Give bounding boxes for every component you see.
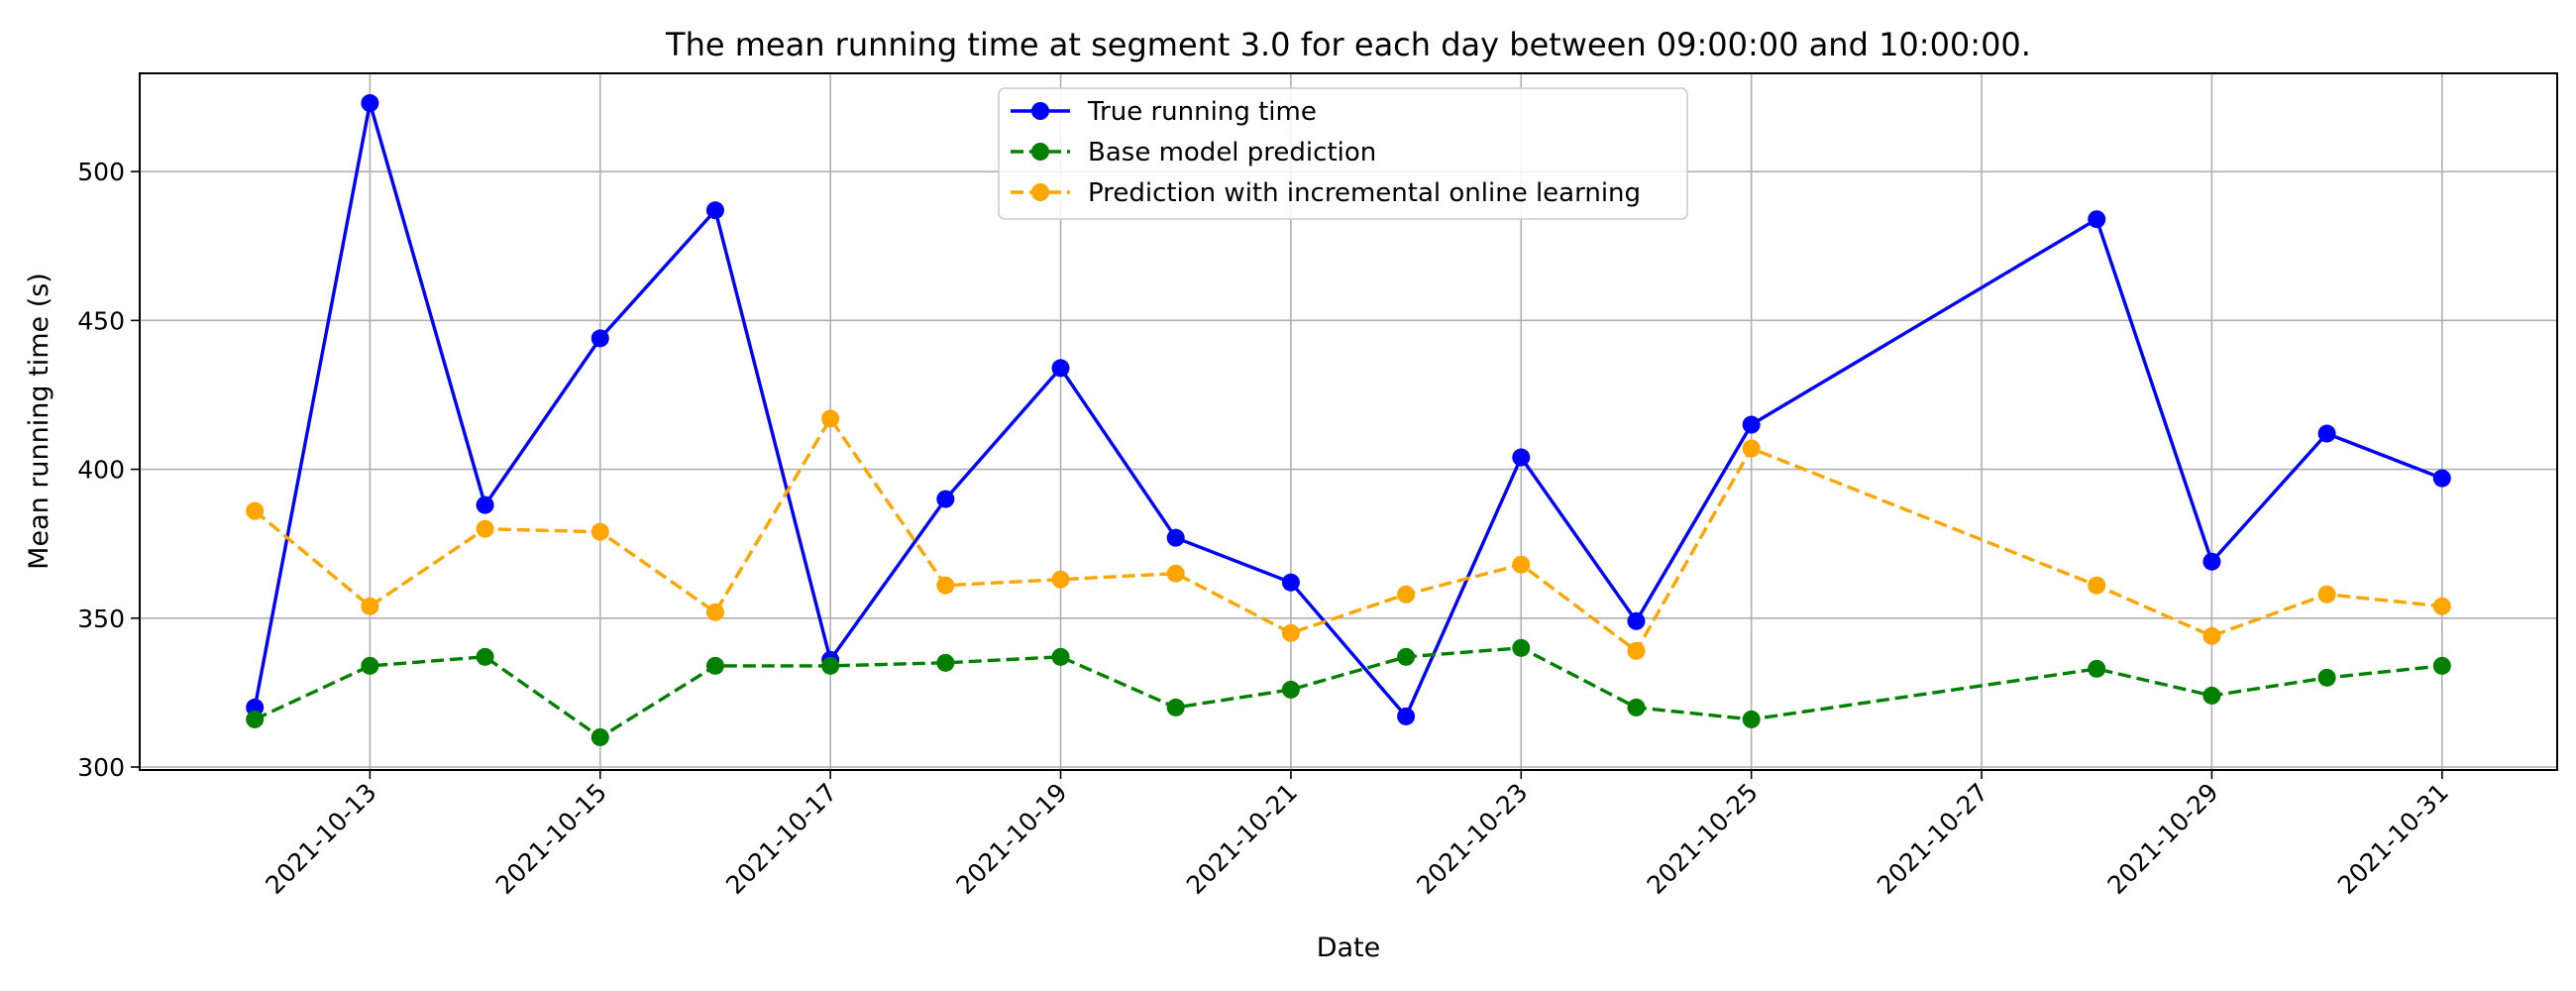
data-point (1281, 623, 1300, 642)
y-tick-label: 400 (77, 456, 125, 485)
data-point (361, 656, 379, 675)
data-point (246, 501, 265, 520)
data-point (1051, 359, 1070, 378)
legend-entry: Base model prediction (1011, 138, 1376, 167)
legend-box (998, 87, 1688, 220)
data-point (2317, 424, 2336, 443)
series-layer (246, 94, 2451, 746)
data-point (1397, 707, 1416, 725)
legend-marker (1031, 143, 1049, 161)
data-point (936, 490, 955, 508)
plot-frame (139, 72, 2558, 771)
data-point (1166, 528, 1185, 547)
chart-title: The mean running time at segment 3.0 for… (665, 26, 2031, 63)
legend-marker (1031, 183, 1049, 201)
data-point (2202, 552, 2221, 571)
data-point (2088, 210, 2106, 229)
data-point (1627, 641, 1646, 660)
legend: True running time Base model prediction Pr… (998, 87, 1688, 220)
legend-marker (1031, 102, 1049, 120)
data-point (1281, 573, 1300, 592)
data-point (476, 496, 494, 514)
data-point (2432, 469, 2451, 488)
data-point (1051, 570, 1070, 589)
data-point (705, 201, 724, 220)
legend-label: Prediction with incremental online learn… (1088, 178, 1641, 208)
data-point (705, 603, 724, 621)
y-axis-label: Mean running time (s) (24, 273, 54, 570)
data-point (1742, 415, 1761, 434)
data-point (246, 710, 265, 728)
data-point (2202, 626, 2221, 645)
data-point (1281, 680, 1300, 699)
data-point (1742, 710, 1761, 728)
data-point (590, 329, 609, 348)
data-point (1742, 439, 1761, 458)
x-axis-label: Date (1317, 933, 1381, 963)
legend-label: True running time (1087, 97, 1317, 127)
data-point (2202, 686, 2221, 705)
data-point (2317, 668, 2336, 687)
data-point (936, 653, 955, 672)
data-point (1512, 555, 1531, 574)
data-point (476, 647, 494, 666)
data-point (2432, 656, 2451, 675)
series-line (253, 101, 2443, 718)
data-point (1166, 698, 1185, 716)
series-line (254, 646, 2442, 739)
data-point (2088, 576, 2106, 595)
data-point (821, 409, 840, 428)
data-point (361, 597, 379, 615)
series-line (254, 416, 2442, 653)
data-point (590, 727, 609, 746)
data-point (1512, 638, 1531, 657)
data-point (1397, 647, 1416, 666)
data-point (590, 522, 609, 541)
data-point (2432, 597, 2451, 615)
data-point (1166, 564, 1185, 583)
y-tick-label: 500 (77, 158, 125, 186)
data-point (705, 656, 724, 675)
data-point (821, 656, 840, 675)
data-point (1051, 647, 1070, 666)
legend-entry: Prediction with incremental online learn… (1011, 178, 1641, 208)
y-axis: 300 350 400 450 500 (77, 158, 140, 782)
data-point (1627, 698, 1646, 716)
legend-label: Base model prediction (1088, 138, 1376, 167)
data-point (2088, 659, 2106, 678)
data-point (1512, 448, 1531, 467)
data-point (1627, 611, 1646, 630)
data-point (2317, 585, 2336, 604)
series-2 (246, 409, 2451, 660)
series-1 (246, 638, 2451, 746)
y-tick-label: 300 (77, 753, 125, 782)
data-point (361, 94, 379, 113)
data-point (1397, 585, 1416, 604)
data-point (936, 576, 955, 595)
legend-entry: True running time (1011, 97, 1317, 127)
data-point (476, 519, 494, 538)
y-tick-label: 450 (77, 306, 125, 335)
y-tick-label: 350 (77, 605, 125, 633)
